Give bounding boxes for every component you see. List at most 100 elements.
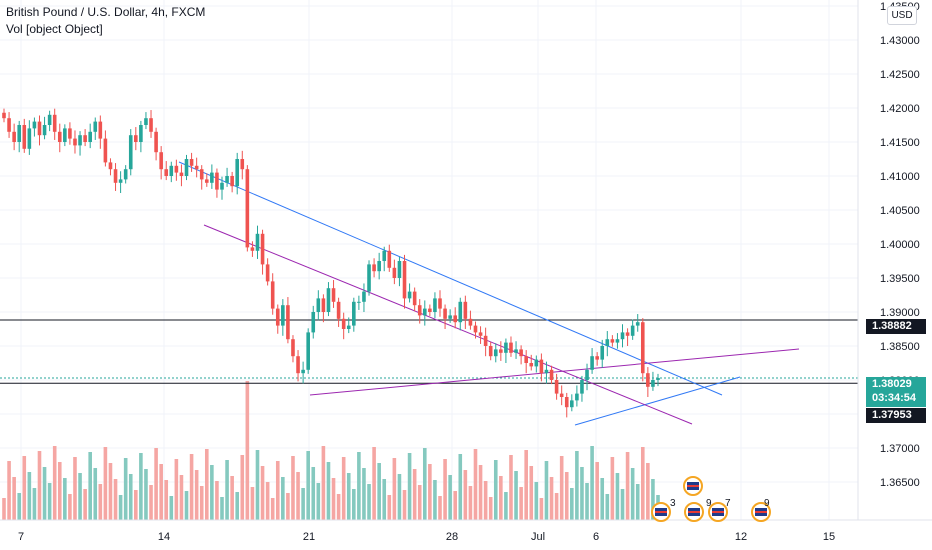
candle — [149, 118, 153, 132]
volume-bar — [215, 481, 219, 520]
volume-bar — [524, 450, 528, 520]
candle — [301, 369, 305, 374]
volume-bar — [392, 458, 397, 520]
flag-icon — [712, 511, 724, 513]
volume-bar — [93, 468, 98, 520]
volume-bar — [179, 475, 184, 520]
candle — [83, 135, 87, 142]
price-tick-label: 1.39000 — [880, 307, 920, 319]
volume-bar — [559, 456, 564, 520]
volume-bar — [260, 466, 265, 520]
candle — [98, 121, 103, 139]
candle — [78, 135, 82, 146]
candle — [164, 169, 169, 176]
volume-bar — [488, 497, 493, 520]
volume-bar — [463, 470, 468, 520]
candle — [128, 135, 133, 170]
volume-bar — [433, 480, 437, 520]
candle — [291, 339, 295, 357]
candle — [610, 339, 615, 343]
volume-bar — [220, 497, 224, 520]
volume-bar — [301, 488, 305, 520]
candle — [656, 377, 660, 380]
candle — [118, 179, 123, 183]
purple-trendline — [309, 348, 800, 396]
candle — [392, 267, 397, 278]
price-tick-label: 1.42000 — [880, 103, 920, 115]
volume-bar — [509, 455, 513, 520]
current-price: 1.38029 — [872, 378, 912, 390]
volume-bar — [412, 469, 417, 520]
volume-bar — [2, 498, 6, 520]
volume-bar — [189, 454, 194, 520]
volume-bar — [245, 381, 250, 520]
volume-indicator-label[interactable]: Vol [object Object] — [6, 22, 103, 36]
symbol-title[interactable]: British Pound / U.S. Dollar, 4h, FXCM — [6, 5, 206, 19]
candle — [585, 369, 589, 380]
volume-bar — [296, 472, 300, 520]
volume-bar — [610, 457, 615, 520]
candle — [417, 305, 422, 316]
volume-bar — [453, 491, 458, 520]
volume-bar — [230, 476, 234, 520]
candle — [260, 233, 265, 265]
candle — [493, 349, 498, 357]
candle — [184, 159, 189, 176]
volume-bar — [12, 477, 16, 520]
volume-bar — [83, 489, 87, 520]
volume-bar — [265, 482, 270, 520]
volume-bar — [73, 457, 77, 520]
candle — [68, 128, 72, 139]
candle — [331, 288, 336, 302]
candle — [27, 128, 32, 149]
resistance-price-label: 1.38882 — [866, 319, 926, 334]
candle — [433, 298, 437, 312]
volume-bar — [286, 493, 290, 520]
candle — [250, 247, 255, 251]
candle — [37, 121, 42, 136]
price-axis: 1.435001.430001.425001.420001.415001.410… — [857, 0, 920, 520]
volume-bar — [600, 478, 605, 520]
candle — [630, 325, 635, 336]
candle — [47, 114, 52, 125]
price-tick-label: 1.42500 — [880, 69, 920, 81]
candle — [615, 339, 620, 343]
volume-bar — [377, 463, 381, 520]
price-tick-label: 1.41000 — [880, 171, 920, 183]
volume-bar — [428, 464, 432, 520]
event-count-badge: 3 — [670, 498, 676, 509]
volume-bar — [144, 469, 148, 520]
candle — [499, 349, 503, 353]
volume-bar — [570, 488, 574, 520]
volume-bar — [32, 488, 37, 520]
candle — [605, 339, 610, 346]
candle — [387, 250, 392, 268]
volume-bar — [341, 457, 346, 520]
support-price-label: 1.37953 — [866, 408, 926, 423]
currency-button[interactable]: USD — [887, 6, 917, 25]
volume-bar — [468, 486, 473, 520]
volume-bar — [625, 452, 630, 520]
volume-bar — [199, 486, 204, 520]
volume-bar — [534, 482, 539, 520]
candle — [478, 332, 483, 336]
volume-bar — [544, 461, 549, 520]
volume-bar — [595, 462, 599, 520]
volume-bar — [331, 478, 336, 520]
candle — [108, 162, 113, 170]
candle — [352, 301, 356, 326]
candle — [2, 112, 6, 119]
volume-bar — [605, 494, 610, 520]
candle — [42, 125, 47, 136]
volume-bar — [372, 447, 376, 520]
event-badges: 3 9 7 9 — [651, 476, 771, 522]
volume-bar — [98, 484, 103, 520]
volume-bar — [113, 479, 118, 520]
volume-bar — [580, 467, 584, 520]
volume-bar — [590, 446, 594, 520]
volume-bar — [275, 461, 280, 520]
volume-bar — [493, 460, 498, 520]
candle — [7, 118, 11, 132]
volume-bar — [362, 468, 366, 520]
